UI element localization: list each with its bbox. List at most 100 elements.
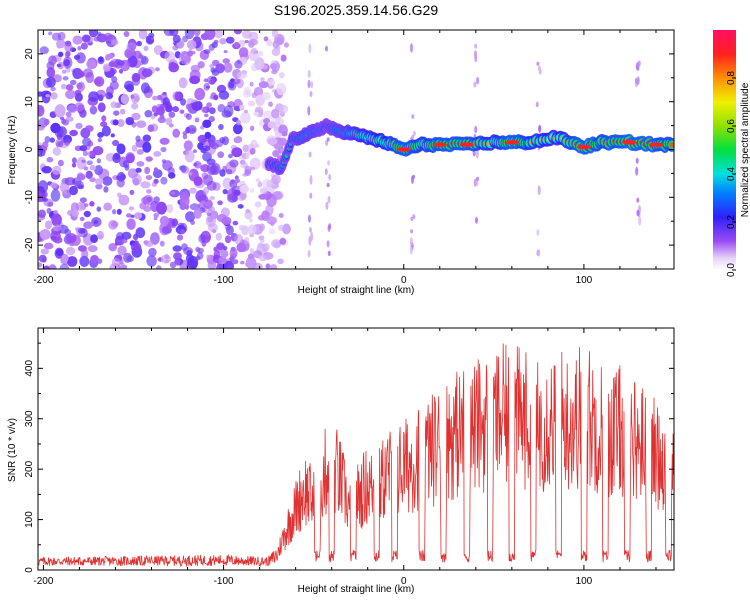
noise-dot [182,133,188,140]
streak-dot [328,174,332,181]
noise-dot [277,224,286,232]
noise-dot [61,118,66,125]
noise-dot [185,126,191,134]
noise-dot [101,125,111,137]
noise-dot [271,108,280,119]
noise-dot [185,211,196,223]
ridge-core [669,142,674,148]
noise-dot [54,104,66,118]
noise-dot [187,255,199,269]
noise-dot [156,201,167,215]
noise-dot [85,125,94,133]
noise-dot [192,149,198,154]
noise-dot [266,78,276,86]
noise-dot [69,185,78,196]
noise-dot [83,166,89,171]
noise-dot [50,189,61,202]
noise-dot [74,102,85,112]
streak-dot [537,65,541,72]
noise-dot [98,168,110,180]
noise-dot [140,82,150,94]
noise-dot [110,39,119,46]
noise-dot [108,61,117,68]
noise-dot [236,119,241,126]
streak-dot [537,250,541,257]
streak-dot [476,76,480,85]
streak-dot [328,223,332,230]
noise-dot [57,61,64,70]
noise-dot [164,253,170,260]
noise-dot [105,92,113,100]
noise-dot [237,204,244,209]
noise-dot [233,30,242,35]
noise-dot [77,227,86,234]
noise-dot [89,201,95,207]
noise-dot [135,167,142,173]
noise-dot [240,111,251,124]
noise-dot [107,53,114,60]
noise-dot [147,124,155,132]
noise-dot [195,246,201,253]
noise-dot [187,39,197,50]
noise-dot [133,50,142,59]
noise-dot [101,115,107,122]
noise-dot [271,30,279,38]
noise-dot [110,101,118,109]
noise-dot [248,31,259,42]
noise-dot [168,111,176,118]
noise-dot [236,71,248,79]
noise-dot [52,147,62,156]
noise-dot [231,147,243,158]
noise-dot [172,128,180,138]
noise-dot [156,106,166,116]
streak-dot [309,227,312,233]
noise-dot [254,144,260,148]
noise-dot [213,250,221,258]
noise-dot [250,47,258,55]
streak-dot [412,130,416,137]
noise-dot [114,241,120,246]
noise-dot [153,212,159,218]
streak-dot [536,229,540,236]
noise-dot [119,108,126,115]
noise-dot [134,212,143,220]
streak-dot [636,209,640,217]
noise-dot [251,92,257,99]
streak-dot [412,174,415,179]
noise-dot [256,50,264,57]
noise-dot [96,158,102,164]
streak-dot [638,216,642,226]
noise-dot [213,94,219,101]
noise-dot [215,63,225,74]
noise-dot [219,38,227,45]
noise-dot [38,209,46,218]
noise-dot [180,229,186,235]
noise-dot [38,91,44,97]
y-tick-label: -10 [24,190,35,205]
noise-dot [155,67,160,72]
noise-dot [217,104,226,113]
noise-dot [61,253,69,263]
noise-dot [161,159,166,164]
noise-dot [115,175,121,180]
noise-dot [240,260,245,265]
snr-y-label: SNR (10 * v/v) [7,418,18,482]
noise-dot [190,128,196,132]
noise-dot [116,178,125,188]
noise-dot [267,137,278,146]
noise-dot [48,55,57,66]
noise-dot [173,252,182,261]
noise-dot [150,113,156,120]
noise-dot [258,254,268,262]
noise-dot [141,56,149,65]
noise-dot [179,109,185,114]
streak-dot [326,137,330,142]
noise-dot [243,237,250,244]
spectrogram-x-label: Height of straight line (km) [298,285,415,296]
noise-dot [208,206,215,213]
noise-dot [185,113,192,120]
noise-dot [200,200,206,205]
noise-dot [75,227,80,232]
noise-dot [214,30,223,39]
noise-dot [160,176,168,185]
